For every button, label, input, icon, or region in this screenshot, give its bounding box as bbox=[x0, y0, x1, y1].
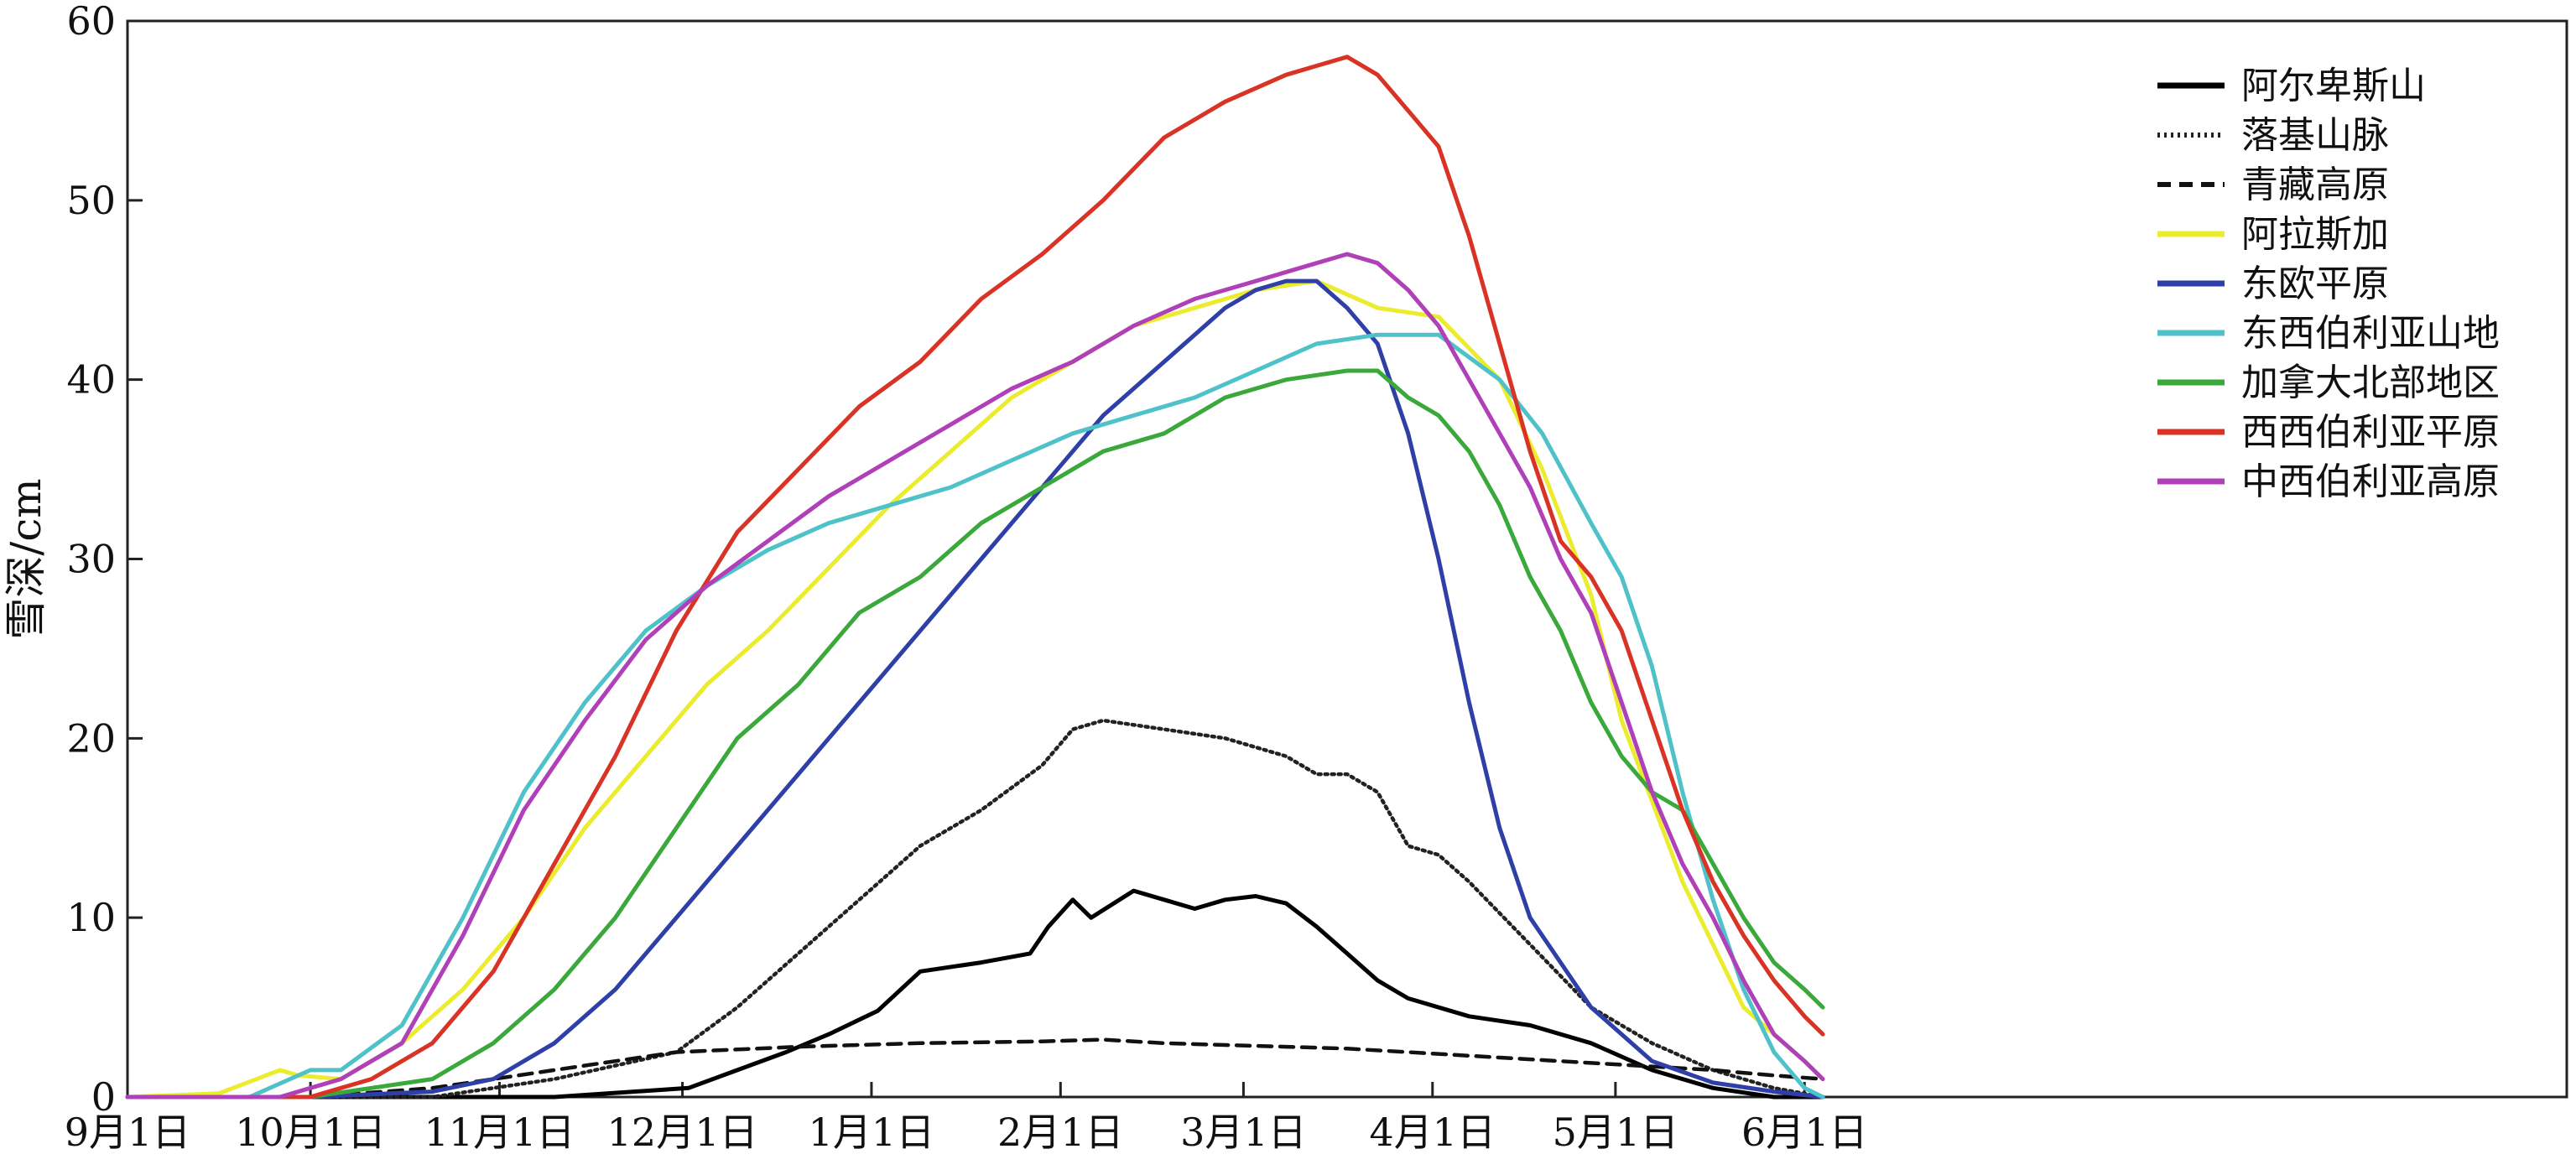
x-tick-label: 6月1日 bbox=[1741, 1110, 1868, 1155]
y-tick-label: 10 bbox=[66, 895, 116, 940]
x-tick-label: 12月1日 bbox=[607, 1110, 758, 1155]
x-tick-label: 4月1日 bbox=[1370, 1110, 1496, 1155]
y-tick-label: 60 bbox=[66, 0, 116, 44]
y-tick-label: 30 bbox=[66, 537, 116, 582]
x-tick-label: 3月1日 bbox=[1180, 1110, 1307, 1155]
legend-label-7: 西西伯利亚平原 bbox=[2241, 411, 2500, 454]
series-lines bbox=[125, 55, 1825, 1100]
x-tick-label: 1月1日 bbox=[809, 1110, 935, 1155]
x-tick-label: 5月1日 bbox=[1553, 1110, 1679, 1155]
legend-label-6: 加拿大北部地区 bbox=[2241, 361, 2500, 404]
x-tick-label: 11月1日 bbox=[424, 1110, 575, 1155]
series-line-5 bbox=[125, 332, 1825, 1100]
series-line-2 bbox=[125, 1037, 1825, 1100]
y-tick-label: 40 bbox=[66, 357, 116, 403]
y-tick-label: 50 bbox=[66, 178, 116, 223]
legend-label-2: 青藏高原 bbox=[2241, 164, 2389, 206]
x-tick-label: 2月1日 bbox=[997, 1110, 1124, 1155]
x-tick-label: 10月1日 bbox=[235, 1110, 386, 1155]
y-axis-title: 雪深/cm bbox=[2, 478, 50, 639]
series-line-4 bbox=[125, 278, 1825, 1100]
series-line-7 bbox=[125, 55, 1825, 1100]
legend-label-8: 中西伯利亚高原 bbox=[2241, 460, 2500, 503]
x-tick-label: 9月1日 bbox=[65, 1110, 191, 1155]
legend: 阿尔卑斯山落基山脉青藏高原阿拉斯加东欧平原东西伯利亚山地加拿大北部地区西西伯利亚… bbox=[2157, 65, 2500, 503]
legend-label-1: 落基山脉 bbox=[2241, 114, 2389, 157]
series-line-6 bbox=[125, 368, 1825, 1100]
plot-frame bbox=[126, 19, 2568, 1099]
legend-label-4: 东欧平原 bbox=[2241, 263, 2389, 305]
series-line-1 bbox=[125, 718, 1825, 1100]
series-line-8 bbox=[125, 252, 1825, 1100]
legend-label-0: 阿尔卑斯山 bbox=[2241, 65, 2426, 107]
axis-ticks: 0 10 20 30 40 50 60 9月1日 10月1日 11月1日 12月1日 1月1日 2月1日… bbox=[65, 0, 1868, 1155]
legend-label-3: 阿拉斯加 bbox=[2241, 213, 2389, 256]
y-tick-label: 20 bbox=[66, 715, 116, 761]
legend-label-5: 东西伯利亚山地 bbox=[2241, 312, 2500, 355]
y-tick-label: 0 bbox=[91, 1074, 116, 1120]
series-line-0 bbox=[125, 888, 1825, 1100]
